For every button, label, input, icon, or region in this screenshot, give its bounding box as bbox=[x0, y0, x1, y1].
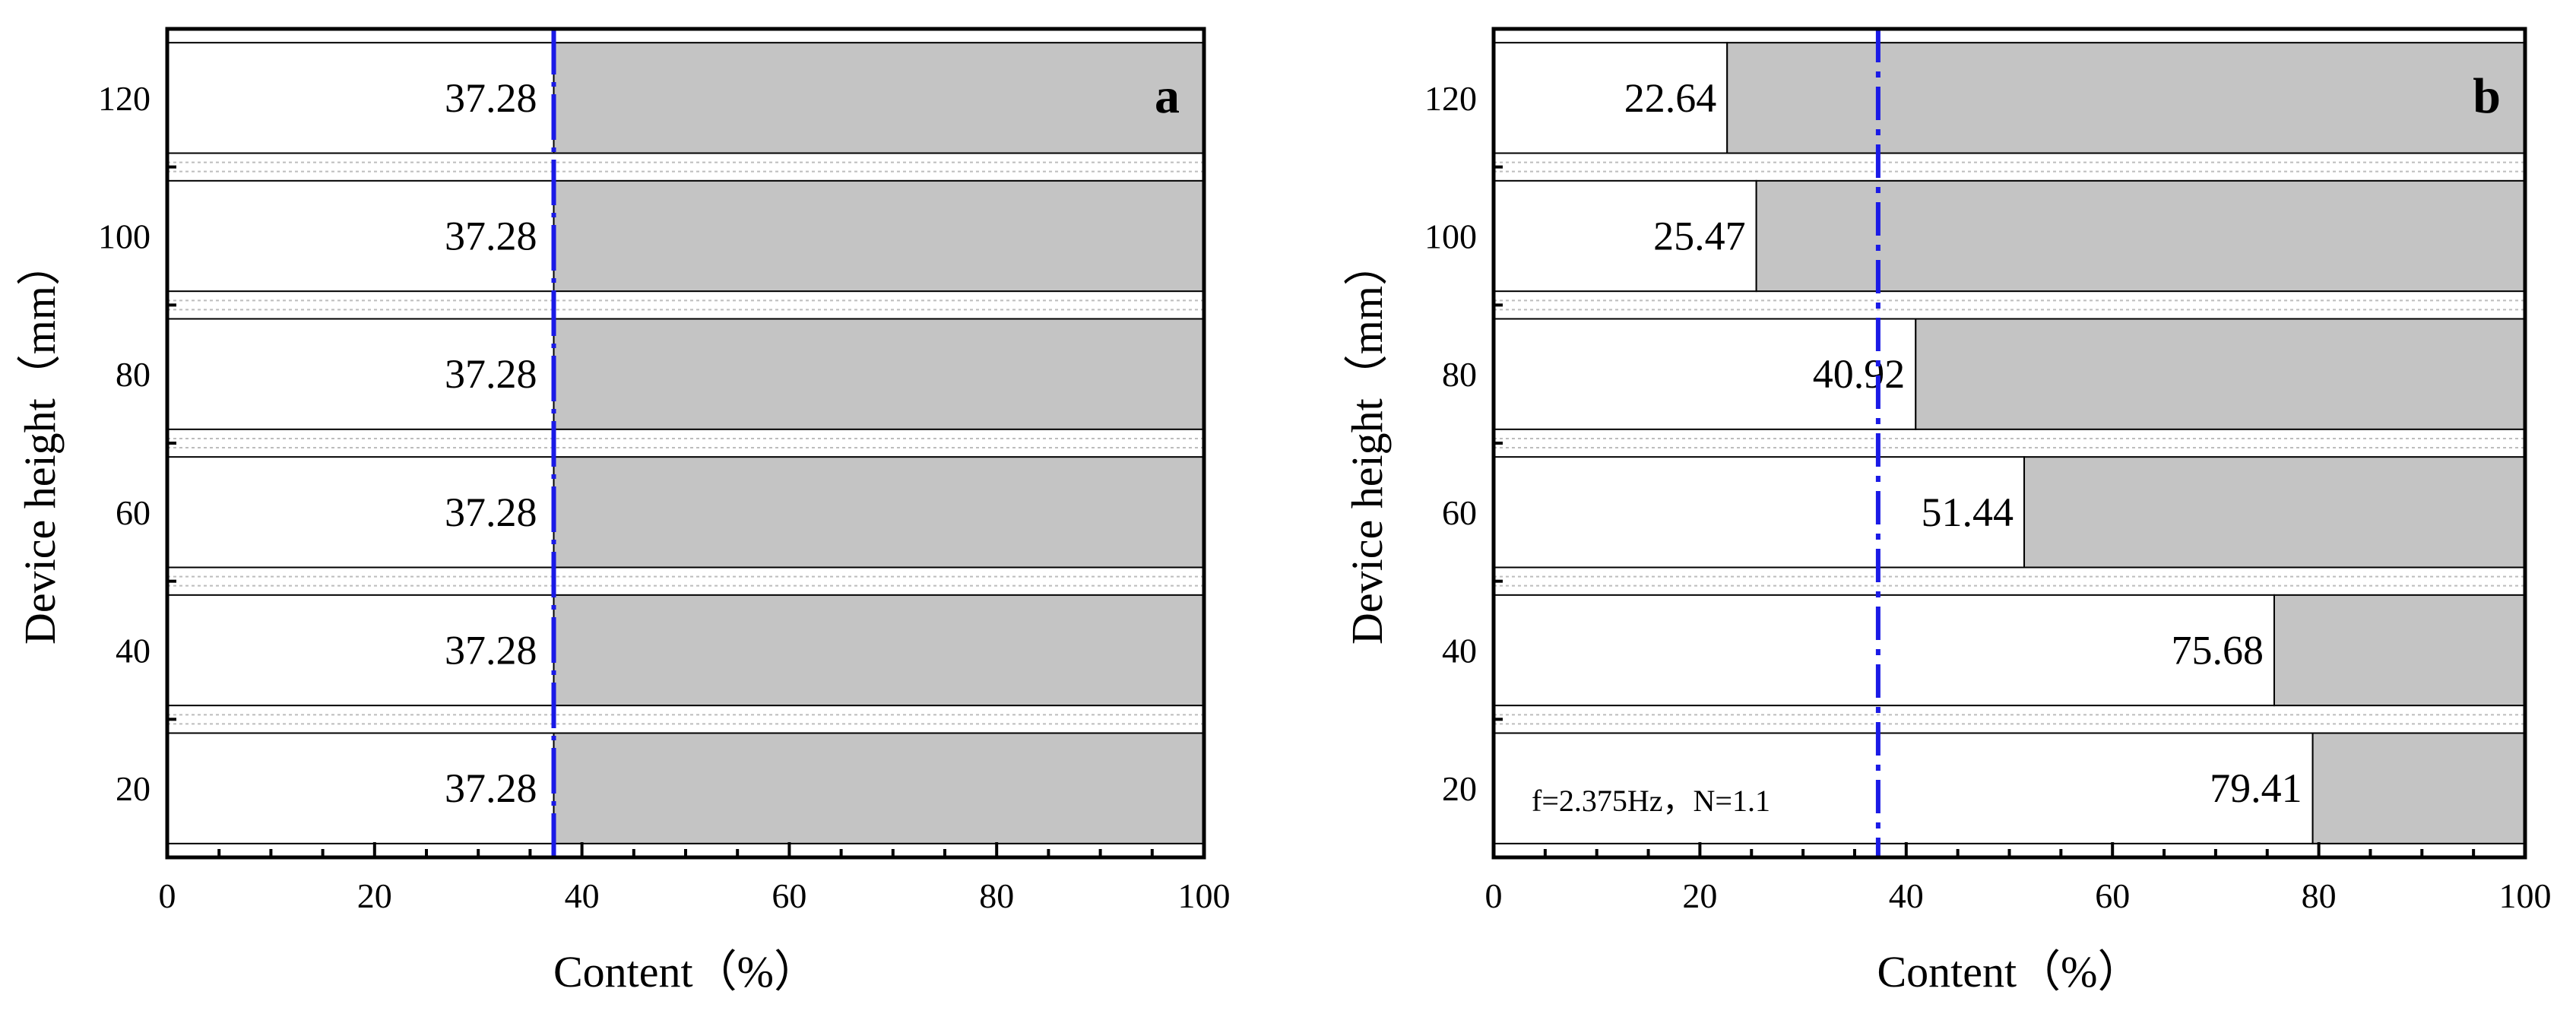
bar-segment-content bbox=[166, 594, 555, 707]
bar-value-label: 37.28 bbox=[445, 214, 537, 259]
panel-label: a bbox=[1155, 68, 1180, 124]
bar-segment-remainder bbox=[1755, 179, 2526, 293]
bar-segment-content bbox=[166, 732, 555, 844]
bar-value-label: 51.44 bbox=[1922, 489, 2014, 535]
x-tick-label: 40 bbox=[1889, 876, 1924, 915]
x-tick-label: 60 bbox=[772, 876, 806, 915]
panel-b: 22.64 120 25.47 100 40.92 80 51.44 60 75.68 40 79.… bbox=[1342, 27, 2552, 996]
bar-segment-remainder bbox=[553, 42, 1205, 154]
bar-segment-remainder bbox=[1726, 42, 2526, 154]
x-tick-label: 100 bbox=[1178, 876, 1231, 915]
bar-segment-remainder bbox=[553, 456, 1205, 569]
bar-segment-remainder bbox=[553, 732, 1205, 844]
bar-segment-remainder bbox=[553, 594, 1205, 707]
bar-value-label: 37.28 bbox=[445, 765, 537, 811]
x-tick-label: 20 bbox=[357, 876, 392, 915]
bar-value-label: 37.28 bbox=[445, 75, 537, 121]
bar-segment-content bbox=[166, 179, 555, 293]
bar-segment-remainder bbox=[2311, 732, 2527, 844]
bar-segment-content bbox=[1493, 42, 1728, 154]
y-tick-label: 120 bbox=[1424, 79, 1477, 118]
annotation-text: f=2.375Hz，N=1.1 bbox=[1532, 784, 1770, 818]
y-tick-label: 60 bbox=[1442, 493, 1477, 532]
y-tick-label: 20 bbox=[1442, 769, 1477, 808]
panel-a: 37.28 120 37.28 100 37.28 80 37.28 60 37.28 40 37.… bbox=[15, 27, 1231, 996]
y-tick-label: 80 bbox=[1442, 355, 1477, 394]
x-tick-label: 0 bbox=[159, 876, 176, 915]
bar-value-label: 37.28 bbox=[445, 489, 537, 535]
bar-value-label: 75.68 bbox=[2171, 628, 2264, 673]
y-tick-label: 40 bbox=[1442, 632, 1477, 670]
bar-segment-remainder bbox=[553, 179, 1205, 293]
bar-segment-content bbox=[166, 456, 555, 569]
y-axis-title: Device height（mm） bbox=[15, 242, 65, 645]
bar-segment-content bbox=[1493, 732, 2314, 844]
bar-value-label: 79.41 bbox=[2210, 765, 2302, 811]
x-tick-label: 0 bbox=[1485, 876, 1503, 915]
x-tick-label: 80 bbox=[2302, 876, 2337, 915]
y-tick-label: 100 bbox=[1424, 217, 1477, 256]
bar-value-label: 37.28 bbox=[445, 628, 537, 673]
bar-segment-content bbox=[166, 42, 555, 154]
bar-value-label: 37.28 bbox=[445, 351, 537, 397]
x-tick-label: 20 bbox=[1682, 876, 1717, 915]
bar-value-label: 22.64 bbox=[1624, 75, 1717, 121]
bar-segment-content bbox=[1493, 594, 2275, 707]
y-tick-label: 80 bbox=[116, 355, 151, 394]
y-tick-label: 100 bbox=[98, 217, 151, 256]
x-axis-title: Content（%） bbox=[1877, 947, 2142, 996]
bar-value-label: 25.47 bbox=[1653, 214, 1746, 259]
bar-segment-content bbox=[166, 318, 555, 430]
x-tick-label: 100 bbox=[2499, 876, 2552, 915]
y-axis-title: Device height（mm） bbox=[1342, 242, 1392, 645]
x-axis-title: Content（%） bbox=[553, 947, 818, 996]
bar-segment-remainder bbox=[1915, 318, 2526, 430]
x-tick-label: 60 bbox=[2095, 876, 2130, 915]
y-tick-label: 40 bbox=[116, 632, 151, 670]
y-tick-label: 120 bbox=[98, 79, 151, 118]
panel-label: b bbox=[2473, 68, 2501, 124]
x-tick-label: 80 bbox=[979, 876, 1014, 915]
bar-segment-content bbox=[1493, 318, 1917, 430]
bar-value-label: 40.92 bbox=[1813, 351, 1906, 397]
y-tick-label: 20 bbox=[116, 769, 151, 808]
bar-segment-remainder bbox=[553, 318, 1205, 430]
bar-segment-remainder bbox=[2273, 594, 2526, 707]
bar-segment-remainder bbox=[2023, 456, 2526, 569]
x-tick-label: 40 bbox=[565, 876, 600, 915]
y-tick-label: 60 bbox=[116, 493, 151, 532]
